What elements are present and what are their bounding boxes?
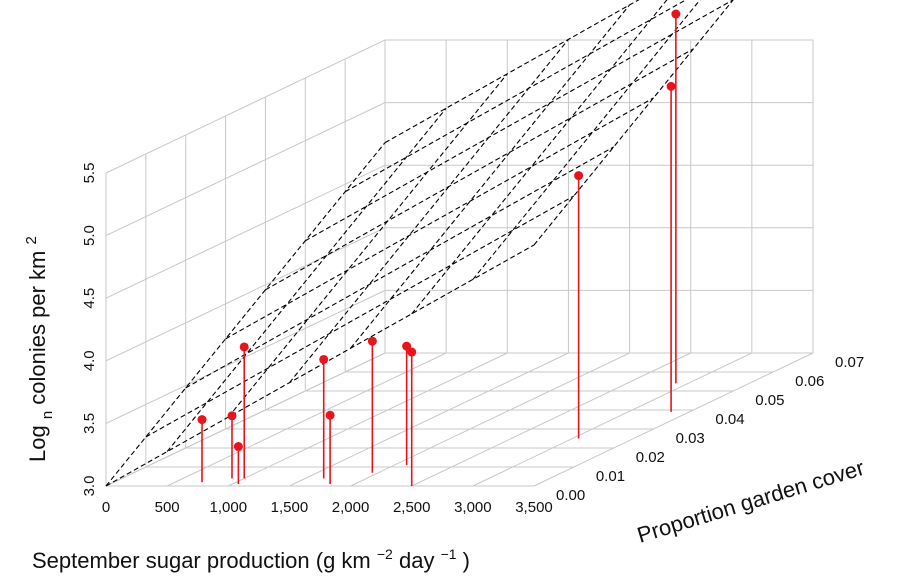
left-wall-grid-line xyxy=(105,102,386,237)
plane-mesh-line xyxy=(185,146,614,389)
plane-mesh-line xyxy=(166,107,447,452)
y-tick-label: 0.01 xyxy=(596,468,625,485)
plane-mesh-line xyxy=(411,0,668,315)
y-tick-label: 0.04 xyxy=(715,411,744,428)
x-tick-label: 2,000 xyxy=(332,499,370,516)
floor-grid-line xyxy=(533,352,814,487)
floor-grid-line xyxy=(228,352,508,487)
z-tick-label: 4.0 xyxy=(81,350,98,371)
y-tick-label: 0.05 xyxy=(755,392,784,409)
x-tick-label: 0 xyxy=(102,499,110,516)
z-tick-label: 3.5 xyxy=(81,413,98,434)
data-point xyxy=(239,342,249,352)
z-axis-title: Log n colonies per km 2 xyxy=(23,236,57,462)
x-tick-label: 3,500 xyxy=(515,499,553,516)
z-tick-label: 5.0 xyxy=(81,225,98,246)
floor-grid-line xyxy=(411,352,691,487)
y-tick-labels: 0.00 0.01 0.02 0.03 0.04 0.05 0.06 0.07 xyxy=(556,354,864,504)
y-tick-label: 0.07 xyxy=(835,354,864,371)
plane-mesh-line xyxy=(145,195,575,438)
plane-mesh-line xyxy=(225,97,654,340)
data-point xyxy=(666,81,676,91)
x-tick-label: 3,000 xyxy=(454,499,492,516)
data-point xyxy=(325,410,335,420)
data-point xyxy=(367,336,377,346)
y-tick-label: 0.02 xyxy=(636,449,665,466)
left-wall-grid-line xyxy=(105,39,386,174)
x-tick-labels: 0 500 1,000 1,500 2,000 2,500 3,000 3,500 xyxy=(102,499,553,516)
plane-mesh-line xyxy=(227,73,508,418)
y-axis-title: Proportion garden cover xyxy=(634,455,867,548)
left-wall-grid-line xyxy=(105,289,386,424)
plane-mesh-line xyxy=(289,39,569,384)
data-point xyxy=(227,411,237,421)
x-tick-label: 2,500 xyxy=(393,499,431,516)
data-points xyxy=(197,9,681,452)
data-point xyxy=(574,171,584,181)
data-point xyxy=(233,442,243,452)
left-wall-grid-line xyxy=(105,227,386,362)
plane-mesh-line xyxy=(533,0,734,246)
floor-grid-line xyxy=(166,352,447,487)
left-wall-grid-line xyxy=(105,164,386,299)
floor-grid-line xyxy=(472,352,753,487)
z-tick-label: 5.5 xyxy=(81,163,98,184)
plane-mesh-line xyxy=(350,4,630,349)
y-tick-label: 0.03 xyxy=(676,430,705,447)
plane-mesh-line xyxy=(105,142,386,487)
data-point xyxy=(319,354,329,364)
data-point xyxy=(407,347,417,357)
regression-plane xyxy=(105,0,734,487)
x-tick-label: 1,500 xyxy=(271,499,309,516)
stems xyxy=(201,14,677,486)
plane-mesh-line xyxy=(344,0,687,193)
plane-mesh-line xyxy=(265,48,694,291)
y-tick-label: 0.06 xyxy=(795,373,824,390)
z-tick-labels: 3.0 3.5 4.0 4.5 5.0 5.5 xyxy=(81,163,98,497)
grid xyxy=(105,39,814,487)
x-tick-label: 500 xyxy=(155,499,180,516)
data-point xyxy=(402,341,412,351)
plane-mesh-line xyxy=(305,0,734,242)
data-point xyxy=(197,415,207,425)
plane-mesh-line xyxy=(384,0,640,144)
z-tick-label: 3.0 xyxy=(81,476,98,497)
floor-grid-line xyxy=(289,352,569,487)
x-axis-title: September sugar production (g km −2 day … xyxy=(32,539,470,573)
plane-mesh-line xyxy=(105,244,535,487)
data-point xyxy=(671,9,681,19)
left-wall-grid-line xyxy=(105,352,386,487)
plane-mesh-line xyxy=(472,0,701,280)
x-tick-label: 1,000 xyxy=(210,499,248,516)
y-tick-label: 0.00 xyxy=(556,487,585,504)
z-tick-label: 4.5 xyxy=(81,288,98,309)
floor-grid-line xyxy=(350,352,630,487)
